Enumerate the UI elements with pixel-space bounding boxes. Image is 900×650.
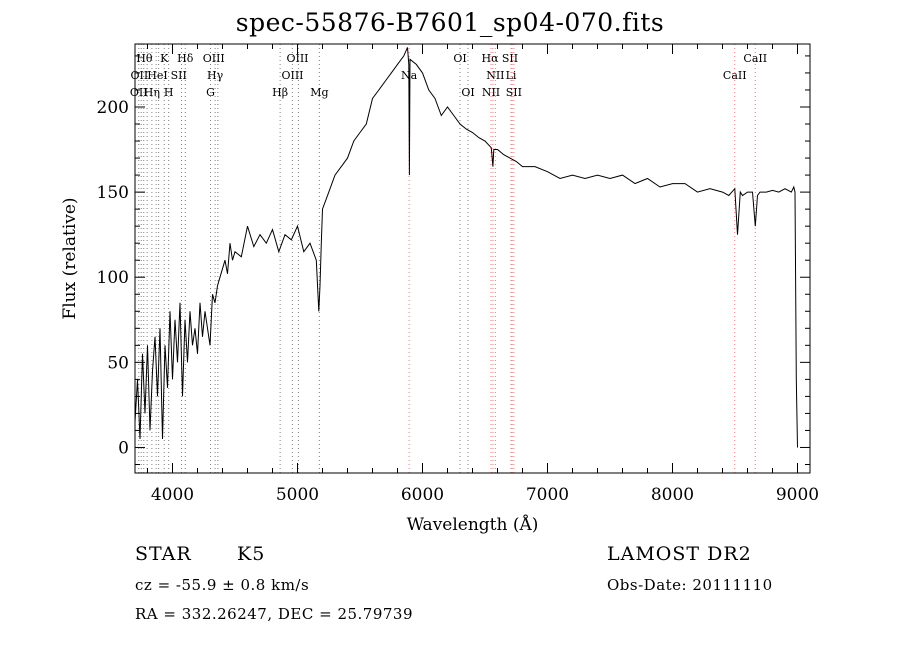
line-label: HeI <box>147 69 167 82</box>
y-tick-label: 0 <box>118 438 129 458</box>
line-label: OIII <box>281 69 303 82</box>
chart-title: spec-55876-B7601_sp04-070.fits <box>235 8 665 37</box>
x-tick-label: 6000 <box>401 485 444 505</box>
line-label: SII <box>502 52 518 65</box>
line-label: CaII <box>743 52 767 65</box>
line-label: OIII <box>286 52 308 65</box>
line-label: SII <box>171 69 187 82</box>
y-tick-label: 50 <box>107 353 129 373</box>
coordinates-text: RA = 332.26247, DEC = 25.79739 <box>135 605 414 623</box>
x-axis-ticks: 4000 5000 6000 7000 8000 9000 <box>147 44 819 505</box>
line-label: Mg <box>310 86 328 99</box>
line-label: Hδ <box>177 52 194 65</box>
line-label: G <box>206 86 215 99</box>
y-tick-label: 200 <box>97 98 129 118</box>
line-label: Hη <box>144 86 160 99</box>
line-label: Hα <box>481 52 499 65</box>
line-label: NII <box>482 86 500 99</box>
line-label: OI <box>461 86 474 99</box>
line-label: OII <box>130 86 148 99</box>
line-label: OIII <box>203 52 225 65</box>
object-subclass: K5 <box>237 543 266 565</box>
y-axis-label: Flux (relative) <box>60 197 80 319</box>
object-class: STAR <box>135 543 192 565</box>
line-label: CaII <box>723 69 747 82</box>
line-label: Hθ <box>136 52 153 65</box>
line-label: H <box>164 86 174 99</box>
x-axis-label: Wavelength (Å) <box>407 514 539 535</box>
plot-frame <box>134 43 811 474</box>
line-label: Hγ <box>207 69 224 82</box>
y-axis-ticks: 0 50 100 150 200 <box>97 55 810 465</box>
x-tick-label: 8000 <box>651 485 694 505</box>
y-tick-label: 150 <box>97 183 129 203</box>
line-label: NII <box>486 69 504 82</box>
line-label: OII <box>131 69 149 82</box>
spectrum-series-line <box>134 47 798 448</box>
x-tick-label: 9000 <box>776 485 819 505</box>
x-tick-label: 4000 <box>151 485 194 505</box>
line-label: Li <box>506 69 517 82</box>
x-tick-label: 7000 <box>526 485 569 505</box>
x-tick-label: 5000 <box>276 485 319 505</box>
line-label: K <box>160 52 169 65</box>
line-label: OI <box>453 52 466 65</box>
y-tick-label: 100 <box>97 268 129 288</box>
obs-date-text: Obs-Date: 20111110 <box>607 576 773 594</box>
survey-name: LAMOST DR2 <box>607 543 752 565</box>
line-label: SII <box>506 86 522 99</box>
redshift-text: cz = -55.9 ± 0.8 km/s <box>135 576 310 594</box>
line-label: Hβ <box>272 86 288 99</box>
